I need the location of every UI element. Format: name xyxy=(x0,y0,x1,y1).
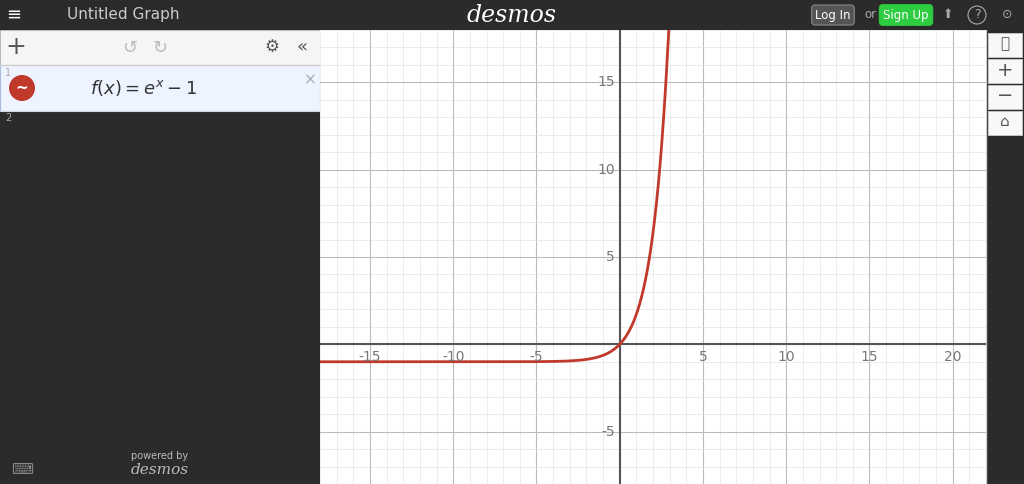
Text: +: + xyxy=(996,60,1014,79)
Text: desmos: desmos xyxy=(131,463,189,477)
Bar xyxy=(0,65,319,111)
Text: Log In: Log In xyxy=(815,9,851,21)
Text: Sign Up: Sign Up xyxy=(884,9,929,21)
Text: 🔧: 🔧 xyxy=(1000,36,1010,51)
Text: ↺: ↺ xyxy=(123,39,137,57)
Text: 5: 5 xyxy=(606,250,614,264)
Bar xyxy=(988,59,1022,83)
Text: -15: -15 xyxy=(358,350,381,364)
Text: ≡: ≡ xyxy=(6,6,22,24)
Text: 2: 2 xyxy=(5,113,11,123)
Bar xyxy=(0,30,319,65)
Bar xyxy=(988,85,1022,109)
Text: ↻: ↻ xyxy=(153,39,168,57)
Text: Untitled Graph: Untitled Graph xyxy=(67,7,179,22)
Text: ⌨: ⌨ xyxy=(11,463,33,478)
Text: -5: -5 xyxy=(601,424,614,439)
Text: 10: 10 xyxy=(777,350,795,364)
Text: ⬆: ⬆ xyxy=(943,9,953,21)
Text: 20: 20 xyxy=(944,350,962,364)
Text: ~: ~ xyxy=(15,80,29,95)
Text: 15: 15 xyxy=(597,76,614,90)
Text: ⌂: ⌂ xyxy=(1000,115,1010,130)
Text: or: or xyxy=(864,9,877,21)
Text: 15: 15 xyxy=(860,350,879,364)
Text: -10: -10 xyxy=(442,350,465,364)
Text: «: « xyxy=(297,39,307,57)
Text: −: − xyxy=(996,87,1013,106)
Text: 5: 5 xyxy=(698,350,708,364)
Bar xyxy=(988,33,1022,57)
Text: ⚙: ⚙ xyxy=(264,39,280,57)
Text: -5: -5 xyxy=(529,350,544,364)
Text: 10: 10 xyxy=(597,163,614,177)
Text: +: + xyxy=(5,35,27,60)
Text: ×: × xyxy=(304,73,316,88)
Circle shape xyxy=(9,75,35,101)
Text: desmos: desmos xyxy=(467,3,557,27)
Text: ?: ? xyxy=(974,9,980,21)
Text: powered by: powered by xyxy=(131,451,188,461)
Text: 1: 1 xyxy=(5,68,11,78)
Bar xyxy=(988,111,1022,135)
Text: $f(x)=e^{x}-1$: $f(x)=e^{x}-1$ xyxy=(90,78,197,98)
Text: ⊙: ⊙ xyxy=(1001,9,1013,21)
